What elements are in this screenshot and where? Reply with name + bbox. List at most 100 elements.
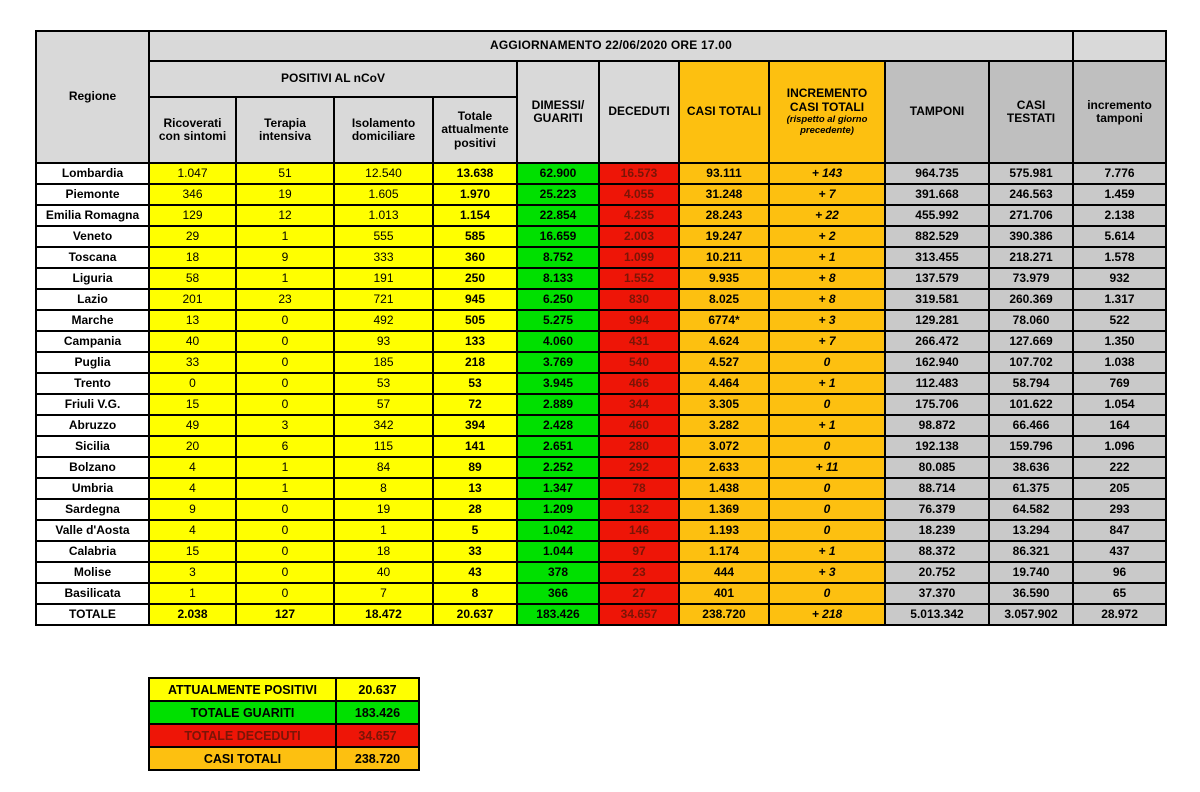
cell-tamponi: 5.013.342 (884, 603, 990, 626)
table-body: Lombardia 1.047 51 12.540 13.638 62.900 16.573… (35, 162, 1168, 626)
cell-deceduti: 27 (598, 582, 680, 605)
column-header-casi-testati: CASI TESTATI (987, 60, 1075, 164)
cell-incremento-tamponi: 7.776 (1072, 162, 1168, 185)
cell-ricoverati-con-sintomi: 15 (148, 393, 237, 416)
cell-isolamento-domiciliare: 555 (333, 225, 434, 248)
cell-totale-attualmente-positivi: 394 (432, 414, 518, 437)
cell-casi-testati: 218.271 (987, 246, 1075, 269)
cell-incremento-tamponi: 2.138 (1072, 204, 1168, 227)
cell-ricoverati-con-sintomi: 2.038 (148, 603, 237, 626)
cell-incremento-tamponi: 1.578 (1072, 246, 1168, 269)
legend-value: 20.637 (335, 677, 420, 702)
cell-dimessi-guariti: 8.133 (516, 267, 600, 290)
cell-region: TOTALE (35, 603, 150, 626)
legend-label: TOTALE DECEDUTI (148, 723, 337, 748)
cell-casi-testati: 36.590 (987, 582, 1075, 605)
table-row: Puglia 33 0 185 218 3.769 540 4.527 0 162.940 107.… (35, 351, 1168, 374)
legend-label: CASI TOTALI (148, 746, 337, 771)
cell-deceduti: 16.573 (598, 162, 680, 185)
cell-incremento-casi-totali: 0 (768, 393, 886, 416)
cell-casi-totali: 93.111 (678, 162, 770, 185)
table-row: Basilicata 1 0 7 8 366 27 401 0 37.370 36.590 65 (35, 582, 1168, 605)
cell-incremento-casi-totali: + 11 (768, 456, 886, 479)
cell-totale-attualmente-positivi: 1.970 (432, 183, 518, 206)
cell-totale-attualmente-positivi: 585 (432, 225, 518, 248)
cell-deceduti: 97 (598, 540, 680, 563)
cell-casi-totali: 3.072 (678, 435, 770, 458)
cell-casi-totali: 4.464 (678, 372, 770, 395)
cell-ricoverati-con-sintomi: 9 (148, 498, 237, 521)
cell-tamponi: 37.370 (884, 582, 990, 605)
cell-casi-testati: 159.796 (987, 435, 1075, 458)
cell-casi-totali: 238.720 (678, 603, 770, 626)
cell-isolamento-domiciliare: 185 (333, 351, 434, 374)
cell-tamponi: 80.085 (884, 456, 990, 479)
cell-totale-attualmente-positivi: 360 (432, 246, 518, 269)
cell-ricoverati-con-sintomi: 13 (148, 309, 237, 332)
cell-ricoverati-con-sintomi: 20 (148, 435, 237, 458)
cell-totale-attualmente-positivi: 20.637 (432, 603, 518, 626)
cell-incremento-casi-totali: + 7 (768, 183, 886, 206)
cell-casi-totali: 3.282 (678, 414, 770, 437)
cell-totale-attualmente-positivi: 133 (432, 330, 518, 353)
cell-casi-testati: 390.386 (987, 225, 1075, 248)
cell-deceduti: 1.552 (598, 267, 680, 290)
cell-incremento-tamponi: 96 (1072, 561, 1168, 584)
cell-deceduti: 4.055 (598, 183, 680, 206)
legend-value: 183.426 (335, 700, 420, 725)
legend-row-totale-deceduti: TOTALE DECEDUTI 34.657 (148, 723, 420, 748)
cell-terapia-intensiva: 127 (235, 603, 335, 626)
cell-deceduti: 460 (598, 414, 680, 437)
cell-deceduti: 540 (598, 351, 680, 374)
cell-incremento-casi-totali: + 1 (768, 246, 886, 269)
cell-casi-totali: 8.025 (678, 288, 770, 311)
cell-terapia-intensiva: 51 (235, 162, 335, 185)
cell-ricoverati-con-sintomi: 29 (148, 225, 237, 248)
cell-totale-attualmente-positivi: 1.154 (432, 204, 518, 227)
cell-deceduti: 431 (598, 330, 680, 353)
cell-incremento-casi-totali: 0 (768, 519, 886, 542)
cell-dimessi-guariti: 62.900 (516, 162, 600, 185)
cell-incremento-tamponi: 847 (1072, 519, 1168, 542)
cell-dimessi-guariti: 366 (516, 582, 600, 605)
cell-deceduti: 292 (598, 456, 680, 479)
cell-incremento-casi-totali: + 143 (768, 162, 886, 185)
cell-incremento-tamponi: 164 (1072, 414, 1168, 437)
cell-casi-totali: 1.369 (678, 498, 770, 521)
cell-casi-testati: 127.669 (987, 330, 1075, 353)
cell-dimessi-guariti: 1.347 (516, 477, 600, 500)
cell-deceduti: 830 (598, 288, 680, 311)
cell-dimessi-guariti: 16.659 (516, 225, 600, 248)
cell-incremento-casi-totali: 0 (768, 582, 886, 605)
cell-casi-testati: 19.740 (987, 561, 1075, 584)
cell-totale-attualmente-positivi: 945 (432, 288, 518, 311)
cell-ricoverati-con-sintomi: 4 (148, 519, 237, 542)
cell-totale-attualmente-positivi: 13.638 (432, 162, 518, 185)
cell-totale-attualmente-positivi: 5 (432, 519, 518, 542)
cell-tamponi: 88.714 (884, 477, 990, 500)
cell-isolamento-domiciliare: 40 (333, 561, 434, 584)
column-header-totale-positivi: Totale attualmente positivi (432, 96, 518, 164)
table-row: Sardegna 9 0 19 28 1.209 132 1.369 0 76.379 64.582… (35, 498, 1168, 521)
cell-region: Molise (35, 561, 150, 584)
column-header-tamponi: TAMPONI (884, 60, 990, 164)
cell-deceduti: 78 (598, 477, 680, 500)
cell-terapia-intensiva: 0 (235, 540, 335, 563)
cell-ricoverati-con-sintomi: 58 (148, 267, 237, 290)
cell-dimessi-guariti: 1.044 (516, 540, 600, 563)
cell-casi-testati: 575.981 (987, 162, 1075, 185)
cell-region: Umbria (35, 477, 150, 500)
cell-incremento-casi-totali: 0 (768, 498, 886, 521)
cell-terapia-intensiva: 9 (235, 246, 335, 269)
table-row: Friuli V.G. 15 0 57 72 2.889 344 3.305 0 175.706 1… (35, 393, 1168, 416)
table-title: AGGIORNAMENTO 22/06/2020 ORE 17.00 (147, 30, 1075, 62)
cell-terapia-intensiva: 0 (235, 372, 335, 395)
cell-totale-attualmente-positivi: 250 (432, 267, 518, 290)
column-group-positivi: POSITIVI AL nCoV (148, 60, 518, 98)
table-row: Molise 3 0 40 43 378 23 444 + 3 20.752 19.740 96 (35, 561, 1168, 584)
cell-ricoverati-con-sintomi: 346 (148, 183, 237, 206)
cell-incremento-tamponi: 522 (1072, 309, 1168, 332)
incremento-label: INCREMENTO CASI TOTALI (786, 86, 868, 114)
corner-cell (1072, 30, 1168, 62)
